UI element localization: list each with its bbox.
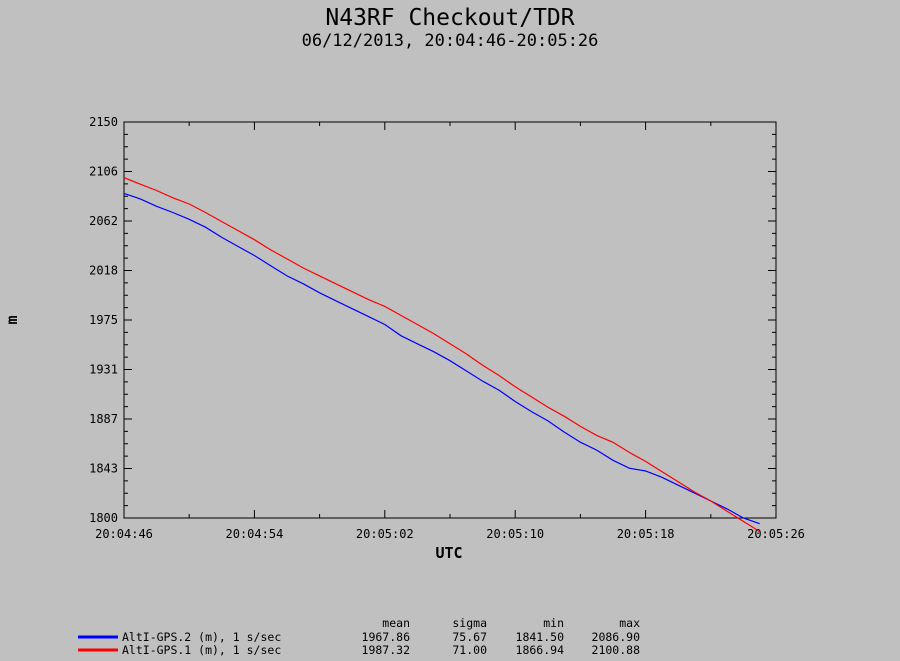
- legend: mean sigma min max AltI-GPS.2 (m), 1 s/sec 19…: [78, 616, 640, 657]
- legend-stat-max: 2086.90: [592, 630, 641, 644]
- y-tick-label: 1975: [89, 313, 118, 327]
- x-tick-label: 20:04:54: [226, 527, 284, 541]
- x-axis-label: UTC: [435, 544, 462, 562]
- y-tick-label: 2062: [89, 214, 118, 228]
- y-tick-label: 1931: [89, 363, 118, 377]
- legend-stat-max: 2100.88: [592, 643, 641, 657]
- y-tick-label: 1887: [89, 412, 118, 426]
- x-tick-label: 20:05:02: [356, 527, 414, 541]
- series-line-2: [123, 177, 761, 533]
- chart-subtitle: 06/12/2013, 20:04:46-20:05:26: [302, 31, 599, 51]
- x-axis: 20:04:46 20:04:54 20:05:02 20:05:10 20:05:18…: [95, 122, 805, 541]
- y-tick-label: 1800: [89, 511, 118, 525]
- y-axis-label: m: [3, 315, 21, 324]
- y-tick-label: 2150: [89, 115, 118, 129]
- y-axis: 1800 1843 1887 1931 1975 2018 2062 2106 2150: [89, 115, 776, 525]
- y-tick-label: 2106: [89, 165, 118, 179]
- stats-header-sigma: sigma: [452, 616, 487, 630]
- legend-stat-sigma: 75.67: [452, 630, 487, 644]
- legend-stat-mean: 1987.32: [362, 643, 410, 657]
- legend-stat-min: 1866.94: [516, 643, 565, 657]
- x-tick-label: 20:05:10: [486, 527, 544, 541]
- legend-stat-mean: 1967.86: [362, 630, 411, 644]
- series-line-1: [123, 192, 760, 525]
- y-tick-label: 1843: [89, 462, 118, 476]
- y-tick-label: 2018: [89, 264, 118, 278]
- chart-title: N43RF Checkout/TDR: [325, 5, 574, 31]
- x-tick-label: 20:05:18: [617, 527, 675, 541]
- stats-header-mean: mean: [382, 616, 410, 630]
- legend-entry: AltI-GPS.2 (m), 1 s/sec: [122, 630, 281, 644]
- legend-stat-min: 1841.50: [516, 630, 565, 644]
- legend-entry: AltI-GPS.1 (m), 1 s/sec: [122, 643, 281, 657]
- x-tick-label: 20:04:46: [95, 527, 153, 541]
- stats-header-min: min: [543, 616, 564, 630]
- plot-lines: [123, 177, 761, 533]
- plot-frame: [123, 121, 777, 519]
- stats-header-max: max: [619, 616, 640, 630]
- x-tick-label: 20:05:26: [747, 527, 805, 541]
- legend-stat-sigma: 71.00: [452, 643, 487, 657]
